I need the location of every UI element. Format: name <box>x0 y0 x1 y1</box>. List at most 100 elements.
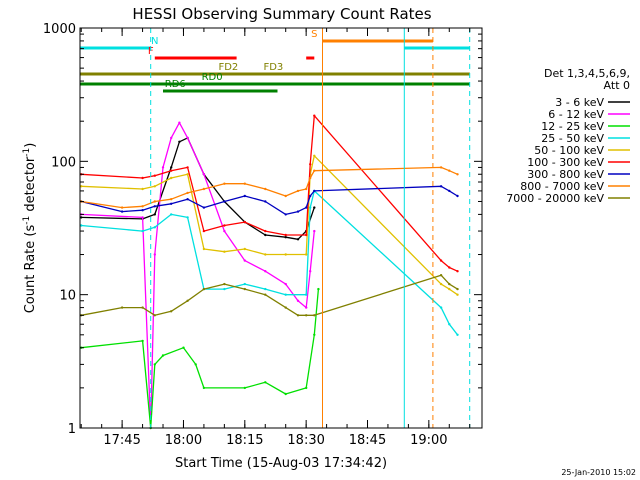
state-bars: NF S FD2 FD3 RD0 RD6 <box>80 28 471 428</box>
series-2-point <box>202 386 206 390</box>
series-8-point <box>305 314 308 317</box>
series-5-point <box>284 233 287 237</box>
series-3-point <box>284 293 287 296</box>
series-3-point <box>80 224 83 227</box>
series-4-point <box>439 282 443 286</box>
series-0-point <box>313 206 316 209</box>
series-3-point <box>309 206 312 209</box>
series-line-0 <box>81 137 315 240</box>
series-5-point <box>170 169 173 172</box>
series-8-point <box>186 299 189 302</box>
plot-frame <box>79 27 483 429</box>
series-5-point <box>243 220 246 224</box>
y-axis-title-sup: -1 <box>22 216 32 225</box>
x-tick-label: 18:00 <box>165 433 202 448</box>
series-1-point <box>153 253 156 256</box>
series-3-point <box>439 306 443 309</box>
series-5-point <box>202 229 206 233</box>
series-line-2 <box>81 289 320 429</box>
series-8-point <box>141 306 144 309</box>
series-8-point <box>296 314 300 317</box>
series-6-point <box>243 194 246 198</box>
series-4-point <box>284 253 287 256</box>
series-3-point <box>141 229 144 233</box>
series-2-point <box>305 386 308 390</box>
series-6-point <box>153 205 156 208</box>
series-5-point <box>141 176 144 180</box>
series-8-point <box>153 314 156 317</box>
y-tick-label: 10 <box>59 289 76 304</box>
series-1-point <box>296 299 300 302</box>
series-3-point <box>170 213 173 216</box>
series-4-point <box>223 250 226 253</box>
series-1-point <box>223 229 226 233</box>
series-4-point <box>456 293 459 296</box>
series-1-point <box>186 136 189 140</box>
series-7-point <box>243 182 246 185</box>
series-7-point <box>170 198 173 201</box>
legend-label-4: 50 - 100 keV <box>534 144 604 157</box>
series-line-7 <box>81 166 458 209</box>
state-bar-label-8: RD6 <box>165 79 186 90</box>
series-line-5 <box>81 115 458 272</box>
y-tick-label: 1000 <box>43 22 76 37</box>
series-0-point <box>284 236 287 239</box>
series-0-point <box>264 233 267 237</box>
series-6-point <box>448 189 451 193</box>
series-7-point <box>264 187 267 191</box>
legend-header-line2: Att 0 <box>604 79 630 92</box>
y-axis-title: Count Rate (s-1 detector-1) <box>22 143 38 314</box>
series-6-point <box>313 189 316 193</box>
series-3-point <box>243 282 246 286</box>
series-2-point <box>317 287 320 291</box>
legend-label-2: 12 - 25 keV <box>541 120 604 133</box>
series-5-point <box>309 163 312 166</box>
y-axis-title-sup2: -1 <box>22 148 32 157</box>
series-7-point <box>305 187 308 191</box>
series-6-point <box>309 194 312 198</box>
series-3-point <box>305 293 308 296</box>
series-3-point <box>448 323 451 326</box>
series-2-point <box>182 346 185 349</box>
series-line-3 <box>81 190 459 336</box>
series-7-point <box>456 173 459 176</box>
legend-label-3: 25 - 50 keV <box>541 132 604 145</box>
series-3-point <box>153 226 156 229</box>
series-7-point <box>153 200 156 203</box>
series-6-point <box>264 200 267 203</box>
series-1-point <box>243 259 246 262</box>
series-5-point <box>264 229 267 233</box>
series-6-point <box>186 198 189 201</box>
y-tick-label: 1 <box>68 422 76 437</box>
series-8-point <box>223 282 226 286</box>
series-5-point <box>439 259 443 262</box>
state-bar-label-6: FD3 <box>263 62 283 73</box>
series-7-point <box>120 206 124 209</box>
series-5-point <box>223 224 226 227</box>
series-7-point <box>141 205 144 208</box>
legend-header-line1: Det 1,3,4,5,6,9, <box>544 67 630 80</box>
series-6-point <box>296 210 300 213</box>
y-axis-title-tail: detector <box>23 156 38 216</box>
state-bar-label-2: F <box>148 46 154 57</box>
series-line-4 <box>81 155 458 296</box>
series-3-point <box>264 287 267 291</box>
series-8-point <box>448 282 451 286</box>
series-0-point <box>178 140 181 143</box>
series-5-point <box>448 266 451 269</box>
series-4-point <box>243 247 246 251</box>
series-4-point <box>80 185 83 188</box>
series-1-point <box>141 216 144 219</box>
state-bar-label-7: RD0 <box>202 72 223 83</box>
legend-label-5: 100 - 300 keV <box>527 156 604 169</box>
series-4-point <box>202 247 206 251</box>
series-1-point <box>264 270 267 273</box>
series-6-point <box>223 200 226 203</box>
legend-label-8: 7000 - 20000 keV <box>506 192 604 205</box>
series-0-point <box>170 166 173 169</box>
x-tick-label: 17:45 <box>103 433 140 448</box>
series-8-point <box>313 314 316 317</box>
series-2-point <box>264 381 267 384</box>
